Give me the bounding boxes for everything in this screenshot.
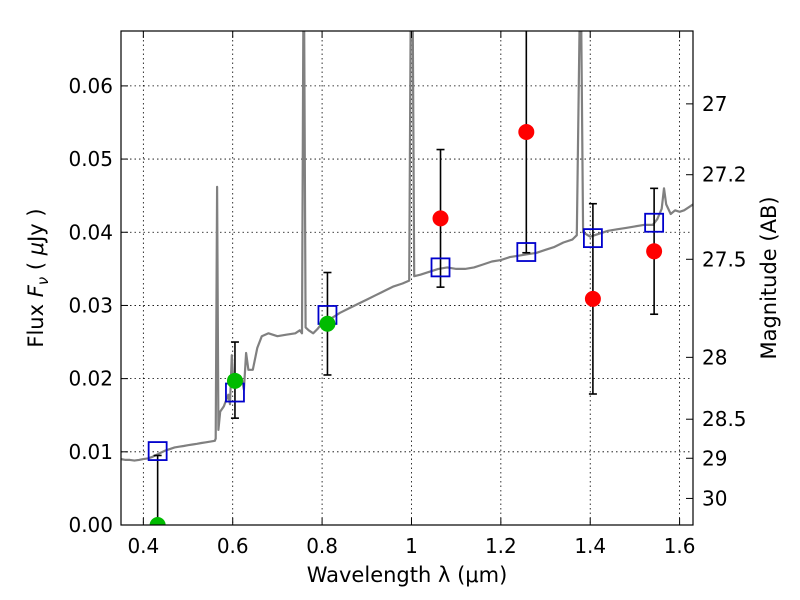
x-tick-label: 0.4 <box>127 534 159 558</box>
magnitude-axis-label: Magnitude (AB) <box>757 196 781 359</box>
y-tick-label: 0.01 <box>68 440 113 464</box>
x-axis-label: Wavelength λ (μm) <box>307 563 508 587</box>
magnitude-tick-label: 30 <box>702 486 727 510</box>
detection-point <box>319 315 336 332</box>
magnitude-tick-label: 27.5 <box>702 247 747 271</box>
y-tick-label: 0.02 <box>68 367 113 391</box>
upper-limit-point <box>584 290 601 307</box>
magnitude-axis-ticks: 27 27.2 27.5 28 28.5 29 30 <box>686 92 747 510</box>
model-point <box>644 212 665 233</box>
x-tick-label: 1.6 <box>664 534 696 558</box>
x-tick-label: 1.2 <box>485 534 517 558</box>
magnitude-tick-label: 28.5 <box>702 407 747 431</box>
observed-points <box>149 123 663 525</box>
y-axis-label: Flux Fν ( μJy ) <box>24 208 52 347</box>
detection-point <box>149 517 166 525</box>
template-spectrum-line <box>121 31 693 462</box>
upper-limit-point <box>432 210 449 227</box>
model-point <box>430 257 451 278</box>
y-tick-label: 0.05 <box>68 147 113 171</box>
model-point <box>583 228 603 249</box>
x-tick-label: 1 <box>405 534 418 558</box>
detection-point <box>226 372 243 389</box>
y-axis-ticks: 0.00 0.01 0.02 0.03 0.04 0.05 0.06 <box>68 74 128 537</box>
upper-limit-point <box>518 123 535 140</box>
upper-limit-point <box>646 243 663 260</box>
x-tick-label: 0.8 <box>306 534 338 558</box>
plot-frame <box>120 30 694 526</box>
x-tick-label: 0.6 <box>217 534 249 558</box>
grid <box>121 31 693 526</box>
magnitude-tick-label: 27.2 <box>702 163 747 187</box>
magnitude-tick-label: 28 <box>702 345 727 369</box>
model-point <box>147 441 168 461</box>
y-tick-label: 0.06 <box>68 74 113 98</box>
model-points <box>147 212 665 461</box>
y-tick-label: 0.03 <box>68 293 113 317</box>
x-axis-ticks: 0.4 0.6 0.8 1 1.2 1.4 1.6 <box>127 31 696 558</box>
x-tick-label: 1.4 <box>574 534 606 558</box>
magnitude-tick-label: 27 <box>702 92 727 116</box>
magnitude-tick-label: 29 <box>702 446 727 470</box>
y-tick-label: 0.04 <box>68 220 113 244</box>
model-point <box>516 242 537 262</box>
y-tick-label: 0.00 <box>68 513 113 537</box>
